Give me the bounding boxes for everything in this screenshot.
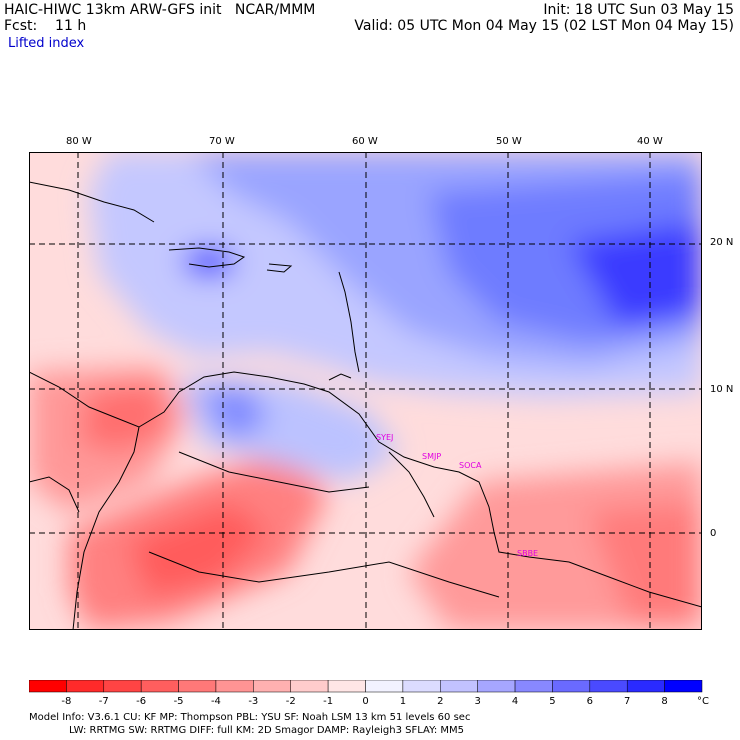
colorbar-label: 7 xyxy=(624,696,630,707)
field-name: Lifted index xyxy=(8,36,85,51)
colorbar-box xyxy=(626,680,665,693)
map-frame xyxy=(29,152,702,630)
lon-label-80w: 80 W xyxy=(66,136,92,147)
colorbar-label: 0 xyxy=(362,696,368,707)
colorbar-box xyxy=(589,680,628,693)
init-time: Init: 18 UTC Sun 03 May 15 xyxy=(543,2,734,18)
colorbar-box xyxy=(253,680,291,693)
colorbar-box xyxy=(402,680,441,693)
station-label-smjp: SMJP xyxy=(422,452,441,461)
colorbar-box xyxy=(103,680,142,693)
colorbar-label: -7 xyxy=(99,696,109,707)
station-label-sbbe: SBBE xyxy=(517,549,538,558)
colorbar-label: -1 xyxy=(323,696,333,707)
lon-label-70w: 70 W xyxy=(209,136,235,147)
lon-label-40w: 40 W xyxy=(637,136,663,147)
colorbar-box xyxy=(290,680,329,693)
colorbar-box xyxy=(440,680,478,693)
lon-label-60w: 60 W xyxy=(352,136,378,147)
lifted-index-field xyxy=(29,152,702,630)
colorbar-label: 4 xyxy=(512,696,518,707)
forecast-hour: Fcst: 11 h xyxy=(4,18,87,34)
lat-label-20n: 20 N xyxy=(710,237,734,248)
colorbar-label: 2 xyxy=(437,696,443,707)
colorbar-box xyxy=(215,680,254,693)
colorbar-label: -2 xyxy=(286,696,296,707)
colorbar-boxes xyxy=(29,680,703,693)
coastlines xyxy=(29,181,702,630)
colorbar: -8 -7 -6 -5 -4 -3 -2 -1 0 1 2 3 4 5 6 7 8 °C xyxy=(29,680,709,707)
lat-label-10n: 10 N xyxy=(710,384,734,395)
model-info-line1: Model Info: V3.6.1 CU: KF MP: Thompson P… xyxy=(29,712,471,723)
colorbar-box xyxy=(664,680,703,693)
chart-title: HAIC-HIWC 13km ARW-GFS init NCAR/MMM xyxy=(4,2,316,18)
colorbar-label: -8 xyxy=(61,696,71,707)
colorbar-labels: -8 -7 -6 -5 -4 -3 -2 -1 0 1 2 3 4 5 6 7 8 xyxy=(61,696,667,707)
colorbar-box xyxy=(552,680,591,693)
graticule xyxy=(29,152,702,630)
valid-time: Valid: 05 UTC Mon 04 May 15 (02 LST Mon … xyxy=(354,18,734,34)
colorbar-box xyxy=(365,680,404,693)
colorbar-label: 5 xyxy=(549,696,555,707)
colorbar-box xyxy=(66,680,105,693)
colorbar-label: -5 xyxy=(174,696,184,707)
colorbar-box xyxy=(327,680,366,693)
colorbar-label: -6 xyxy=(136,696,146,707)
colorbar-label: 8 xyxy=(661,696,667,707)
lon-label-50w: 50 W xyxy=(496,136,522,147)
colorbar-label: 3 xyxy=(474,696,480,707)
colorbar-unit: °C xyxy=(697,696,709,707)
lifted-index-map: SYEJ SMJP SOCA SBBE xyxy=(29,152,702,630)
colorbar-label: 6 xyxy=(587,696,593,707)
station-label-syej: SYEJ xyxy=(376,433,393,442)
colorbar-box xyxy=(140,680,179,693)
colorbar-label: -3 xyxy=(248,696,258,707)
model-info-line2: LW: RRTMG SW: RRTMG DIFF: full KM: 2D Sm… xyxy=(69,725,465,736)
colorbar-box xyxy=(178,680,217,693)
colorbar-box xyxy=(29,680,67,693)
colorbar-label: -4 xyxy=(211,696,221,707)
colorbar-box xyxy=(477,680,516,693)
station-label-soca: SOCA xyxy=(459,461,482,470)
lat-label-equator: 0 xyxy=(710,528,717,539)
colorbar-label: 1 xyxy=(400,696,406,707)
colorbar-box xyxy=(514,680,553,693)
